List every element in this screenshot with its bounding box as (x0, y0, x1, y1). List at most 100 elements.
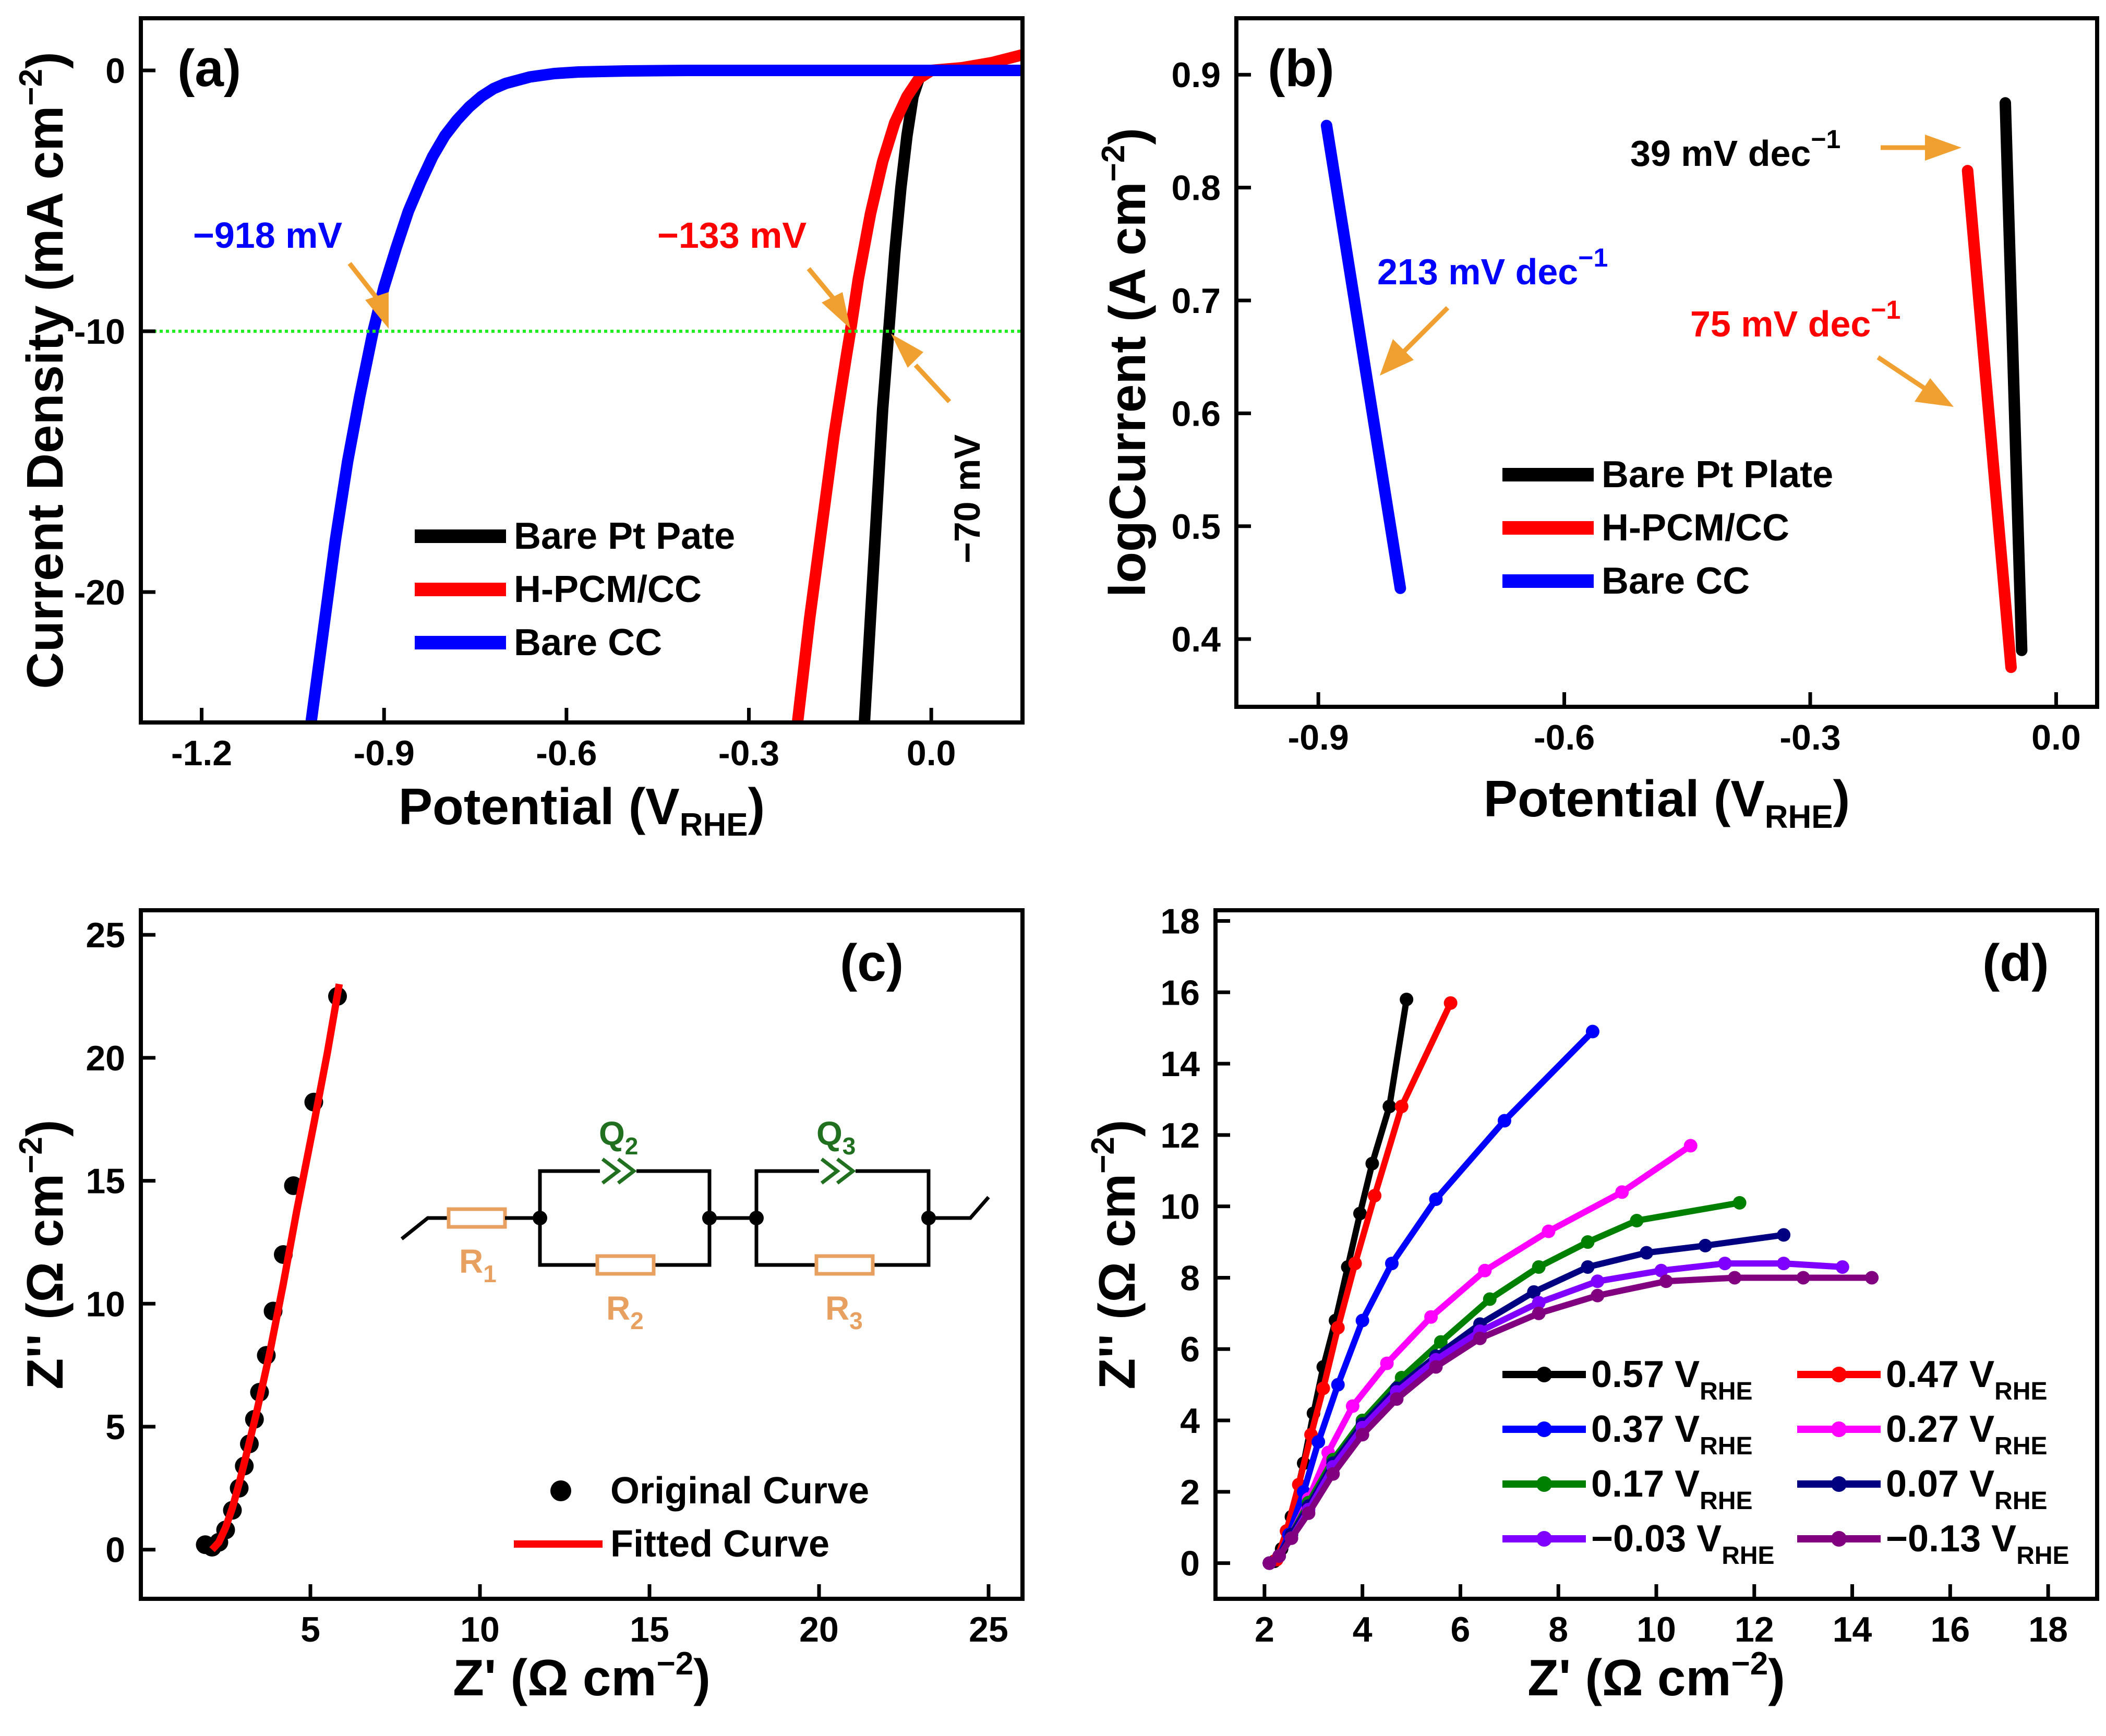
series-0-03-v-point (1777, 1257, 1791, 1271)
series-0-17-v-point (1581, 1235, 1595, 1249)
panel-a-ylabel: Current Density (mA cm−2) (13, 52, 74, 689)
legend-marker-0-57-v (1536, 1367, 1552, 1382)
legend-label-original: Original Curve (610, 1470, 869, 1512)
legend-label-bare-cc-b: Bare CC (1602, 560, 1750, 602)
legend-label-value: 0.47 V (1886, 1354, 1994, 1395)
panel-d-ylabel: Z'' (Ω cm−2) (1085, 1119, 1146, 1389)
panel-d: 2 4 6 8 10 12 14 16 18 0 2 4 6 8 10 12 14 16 18 (d) 0.57 V… (1085, 902, 2099, 1706)
legend-marker-0-17-v (1536, 1476, 1552, 1492)
series-0-27-v-point (1542, 1224, 1556, 1238)
legend-label-bare-cc: Bare CC (514, 622, 662, 664)
circuit-block2 (754, 1169, 931, 1267)
series-0-03-v-point (1835, 1260, 1849, 1274)
circuit-node-2 (702, 1211, 717, 1225)
series-0-07-v-point (1640, 1246, 1654, 1260)
series-0-13-v-point (1262, 1556, 1277, 1570)
legend-label-0-17-v: 0.17 VRHE (1591, 1463, 1753, 1515)
series-0-37-v-point (1497, 1114, 1511, 1128)
annot-133-arrow (807, 267, 837, 302)
legend-label-0-57-v: 0.57 VRHE (1591, 1354, 1753, 1405)
panel-a-ytick-label: 0 (105, 51, 125, 91)
panel-c-ytick-label: 10 (86, 1284, 125, 1324)
legend-label-value: 0.27 V (1886, 1408, 1994, 1450)
panel-b-ylabel: logCurrent (A cm−2) (1096, 128, 1156, 597)
series-0-47-v-point (1331, 1321, 1345, 1335)
series-0-57-v-point (1382, 1100, 1397, 1114)
panel-c-legend: Original Curve Fitted Curve (514, 1470, 869, 1565)
circuit-q3-plate-right (836, 1158, 856, 1185)
legend-label-subscript: RHE (1700, 1378, 1752, 1405)
annot-133: −133 mV (657, 215, 850, 329)
legend-label-subscript: RHE (2016, 1542, 2069, 1570)
panel-d-ytick-label: 8 (1180, 1258, 1200, 1298)
panel-d-ytick-label: 18 (1160, 902, 1200, 942)
series-0-07-v-point (1527, 1285, 1541, 1299)
panel-c-ytick-label: 5 (105, 1407, 125, 1447)
circuit-r2 (595, 1254, 656, 1276)
panel-b-ytick-label: 0.5 (1171, 507, 1221, 547)
series-0-17-v-point (1630, 1214, 1644, 1228)
panel-b-xtick-label: -0.6 (1534, 718, 1595, 757)
legend-marker-original (550, 1480, 571, 1501)
series-0-13-v-point (1355, 1428, 1369, 1442)
series-0-37-v-point (1331, 1378, 1345, 1392)
panel-c-xtick-label: 25 (969, 1610, 1008, 1649)
series-0-47-v-group (1262, 996, 1458, 1570)
series-0-27-v-point (1345, 1399, 1359, 1413)
panel-c-ytick-label: 20 (86, 1039, 125, 1078)
panel-a-plot-area (141, 49, 1022, 722)
panel-c-frame (139, 908, 1025, 1601)
circuit-r2-label: R2 (606, 1289, 644, 1334)
circuit-q2-plate-left (601, 1158, 621, 1185)
panel-c-xtick-label: 10 (460, 1610, 500, 1649)
annot-39-arrowhead (1925, 135, 1961, 161)
panel-c-ytick-label: 15 (86, 1162, 125, 1201)
annot-918-text: −918 mV (193, 215, 342, 256)
panel-b: -0.9 -0.6 -0.3 0.0 0.4 0.5 0.6 0.7 0.8 0.9 (b) 39… (1096, 16, 2099, 835)
series-0-13-v-point (1326, 1467, 1340, 1481)
series-0-37-v-point (1385, 1257, 1399, 1271)
series-0-13-v-point (1390, 1392, 1404, 1406)
series-0-37-v-point (1355, 1313, 1369, 1328)
annot-75-arrow (1876, 355, 1927, 391)
series-0-13-v-point (1473, 1331, 1487, 1345)
legend-label-fitted: Fitted Curve (610, 1523, 829, 1565)
panel-d-xtick-label: 8 (1548, 1610, 1568, 1649)
panel-c-xtick-label: 5 (300, 1610, 320, 1649)
series-0-27-v-point (1478, 1263, 1492, 1277)
panel-a: -1.2 -0.9 -0.6 -0.3 0.0 0 -10 -20 (a) −918 mV −… (13, 16, 1025, 843)
annot-39-text: 39 mV dec−1 (1630, 125, 1840, 174)
circuit-q3-label: Q3 (816, 1115, 856, 1160)
series-0-17-v-point (1732, 1196, 1747, 1210)
panel-c-xtick-label: 20 (799, 1610, 839, 1649)
panel-b-ytick-label: 0.8 (1171, 168, 1221, 208)
legend-label-bare-pt-plate: Bare Pt Plate (1602, 454, 1833, 496)
legend-label-bare-pt: Bare Pt Pate (514, 515, 735, 557)
circuit-r1-label: R1 (459, 1243, 497, 1287)
circuit-q2-label: Q2 (599, 1115, 638, 1160)
panel-d-ytick-label: 14 (1160, 1044, 1200, 1084)
legend-label-value: 0.17 V (1591, 1463, 1700, 1505)
annot-213-text: 213 mV dec−1 (1377, 243, 1608, 292)
series-0-47-v-point (1394, 1100, 1409, 1114)
panel-a-ytick-label: -20 (74, 573, 125, 612)
legend-label-0-13-v: −0.13 VRHE (1886, 1518, 2069, 1570)
panel-d-xtick-label: 2 (1255, 1610, 1274, 1649)
series-0-13-v-point (1532, 1306, 1546, 1320)
panel-d-ytick-label: 10 (1160, 1187, 1200, 1227)
series-0-03-v-point (1532, 1296, 1546, 1310)
legend-label-subscript: RHE (1722, 1542, 1774, 1570)
panel-a-series (141, 49, 1022, 722)
circuit-lead-in (400, 1216, 449, 1240)
panel-a-xlabel: Potential (VRHE) (399, 778, 765, 843)
series-0-37-v-point (1585, 1024, 1599, 1039)
panel-c-series (196, 983, 347, 1557)
legend-label-0-03-v: −0.03 VRHE (1591, 1518, 1775, 1570)
annot-133-text: −133 mV (657, 215, 807, 256)
panel-a-xtick-label: -0.9 (354, 733, 415, 773)
panel-d-label: (d) (1982, 934, 2049, 992)
series-0-07-v-point (1581, 1260, 1595, 1274)
circuit-r3 (814, 1254, 875, 1276)
